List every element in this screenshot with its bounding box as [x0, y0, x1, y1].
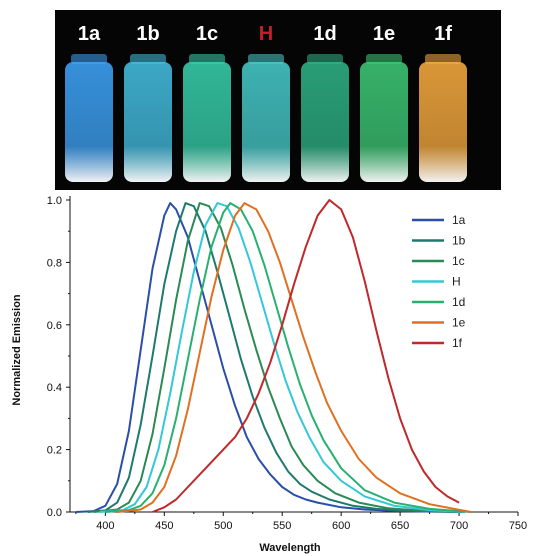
x-tick-label: 600 [332, 520, 350, 532]
vial-1e: 1e [360, 23, 408, 182]
legend-label: 1e [452, 316, 466, 330]
x-tick-label: 400 [96, 520, 114, 532]
vial-neck [425, 54, 461, 64]
vial-body [242, 62, 290, 182]
x-axis-label: Wavelength [259, 542, 321, 554]
vial-neck [189, 54, 225, 64]
vial-neck [130, 54, 166, 64]
vial-label: 1f [434, 23, 452, 45]
vial-H: H [242, 23, 290, 182]
vial-body [183, 62, 231, 182]
legend-label: 1f [452, 336, 463, 350]
vial-neck [71, 54, 107, 64]
legend-item-1b: 1b [412, 234, 466, 248]
series-line-1d [105, 202, 471, 513]
legend-label: 1d [452, 295, 465, 309]
vial-body [65, 62, 113, 182]
vial-label: 1e [373, 23, 395, 45]
series-line-1b [87, 202, 465, 513]
y-tick-label: 0.6 [47, 320, 62, 332]
series-line-1a [75, 202, 460, 513]
y-tick-label: 1.0 [47, 195, 62, 207]
vial-1c: 1c [183, 23, 231, 182]
legend-item-H: H [412, 275, 461, 289]
legend-item-1f: 1f [412, 336, 463, 350]
vial-1f: 1f [419, 23, 467, 182]
vial-label: 1d [313, 23, 336, 45]
x-tick-label: 550 [273, 520, 291, 532]
series-lines [75, 199, 471, 513]
y-tick-label: 0.4 [47, 382, 62, 394]
y-tick-label: 0.0 [47, 507, 62, 519]
series-line-H [99, 202, 465, 513]
vial-label: 1b [136, 23, 159, 45]
vial-label: 1a [78, 23, 101, 45]
x-tick-label: 450 [155, 520, 173, 532]
vial-body [360, 62, 408, 182]
legend-label: 1c [452, 254, 465, 268]
legend-label: H [452, 275, 461, 289]
x-tick-label: 650 [391, 520, 409, 532]
legend-label: 1a [452, 213, 466, 227]
series-line-1c [93, 202, 465, 513]
legend-item-1c: 1c [412, 254, 465, 268]
vial-body [419, 62, 467, 182]
legend-item-1a: 1a [412, 213, 466, 227]
series-line-1e [117, 202, 471, 513]
vial-body [124, 62, 172, 182]
vial-label: H [259, 23, 273, 45]
legend-label: 1b [452, 234, 466, 248]
legend-item-1d: 1d [412, 295, 465, 309]
series-line-1f [152, 199, 460, 513]
vials: 1a 1b 1c H 1d 1e 1f [65, 23, 467, 182]
vial-neck [248, 54, 284, 64]
vial-neck [307, 54, 343, 64]
legend: 1a 1b 1c H 1d 1e 1f [412, 213, 466, 350]
y-tick-label: 0.2 [47, 445, 62, 457]
vial-photo: 1a 1b 1c H 1d 1e 1f [55, 10, 501, 190]
y-axis-label: Normalized Emission [11, 294, 23, 406]
vial-1a: 1a [65, 23, 113, 182]
vial-body [301, 62, 349, 182]
vial-neck [366, 54, 402, 64]
x-tick-label: 700 [450, 520, 468, 532]
x-tick-label: 500 [214, 520, 232, 532]
vial-1d: 1d [301, 23, 349, 182]
x-tick-label: 750 [509, 520, 527, 532]
legend-item-1e: 1e [412, 316, 466, 330]
vial-label: 1c [196, 23, 218, 45]
vial-1b: 1b [124, 23, 172, 182]
y-tick-label: 0.8 [47, 257, 62, 269]
